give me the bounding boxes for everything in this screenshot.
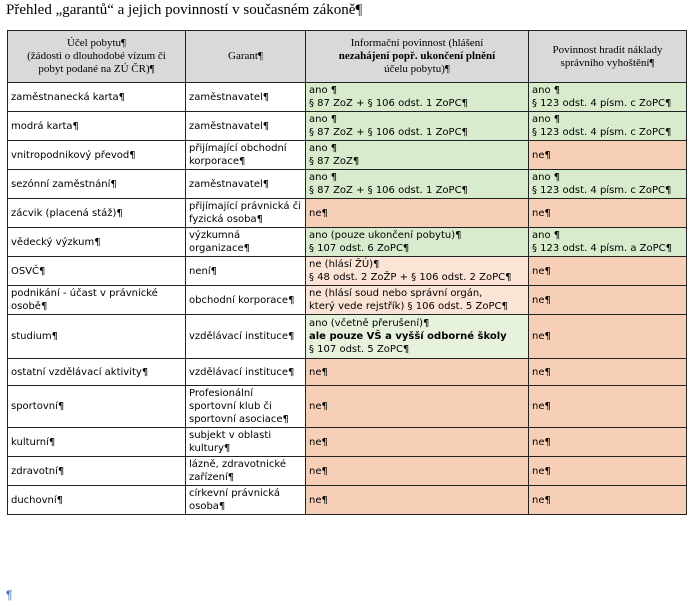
- cell-guarantor: zaměstnavatel¶: [185, 111, 306, 141]
- paragraph-mark: ¶: [6, 588, 13, 602]
- header-purpose: Účel pobytu¶ (žádosti o dlouhodobé vízum…: [7, 30, 186, 83]
- table-row: OSVČ¶ není¶ ne (hlásí ŽÚ)¶ § 48 odst. 2 ZoŽ…: [7, 256, 687, 286]
- cell-cost-duty: ano ¶ § 123 odst. 4 písm. c ZoPC¶: [528, 169, 687, 199]
- document-title: Přehled „garantů“ a jejich povinností v …: [6, 2, 363, 18]
- header-info-duty: Informační povinnost (hlášení nezahájení…: [305, 30, 529, 83]
- cell-purpose: kulturní¶: [7, 427, 186, 457]
- cell-purpose: sezónní zaměstnání¶: [7, 169, 186, 199]
- cell-purpose: zácvik (placená stáž)¶: [7, 198, 186, 228]
- cell-info-duty: ne (hlásí ŽÚ)¶ § 48 odst. 2 ZoŽP + § 106 …: [305, 256, 529, 286]
- guarantor-table: Účel pobytu¶ (žádosti o dlouhodobé vízum…: [7, 30, 687, 515]
- table-row: zaměstnanecká karta¶ zaměstnavatel¶ ano ¶ §…: [7, 82, 687, 112]
- cell-info-duty: ne¶: [305, 198, 529, 228]
- cell-purpose: sportovní¶: [7, 385, 186, 428]
- cell-info-duty: ne¶: [305, 385, 529, 428]
- cell-cost-duty: ne¶: [528, 140, 687, 170]
- header-guarantor: Garant¶: [185, 30, 306, 83]
- cell-cost-duty: ne¶: [528, 285, 687, 315]
- cell-cost-duty: ano ¶ § 123 odst. 4 písm. c ZoPC¶: [528, 111, 687, 141]
- table-row: zdravotní¶ lázně, zdravotnické zařízení¶ n…: [7, 456, 687, 486]
- header-cost-duty: Povinnost hradit náklady správního vyhoš…: [528, 30, 687, 83]
- cell-purpose: podnikání - účast v právnické osobě¶: [7, 285, 186, 315]
- cell-purpose: OSVČ¶: [7, 256, 186, 286]
- cell-guarantor: obchodní korporace¶: [185, 285, 306, 315]
- cell-guarantor: Profesionální sportovní klub či sportovn…: [185, 385, 306, 428]
- cell-info-duty: ano ¶ § 87 ZoZ¶: [305, 140, 529, 170]
- table-row: studium¶ vzdělávací instituce¶ ano (včetně…: [7, 314, 687, 359]
- cell-guarantor: vzdělávací instituce¶: [185, 314, 306, 359]
- cell-info-duty: ano (včetně přerušení)¶ ale pouze VŠ a vy…: [305, 314, 529, 359]
- cell-guarantor: přijímající obchodní korporace¶: [185, 140, 306, 170]
- cell-cost-duty: ne¶: [528, 385, 687, 428]
- cell-info-duty: ne¶: [305, 485, 529, 515]
- cell-guarantor: není¶: [185, 256, 306, 286]
- cell-cost-duty: ano ¶ § 123 odst. 4 písm. c ZoPC¶: [528, 82, 687, 112]
- cell-guarantor: zaměstnavatel¶: [185, 82, 306, 112]
- cell-guarantor: zaměstnavatel¶: [185, 169, 306, 199]
- cell-cost-duty: ne¶: [528, 198, 687, 228]
- cell-purpose: vědecký výzkum¶: [7, 227, 186, 257]
- cell-guarantor: přijímající právnická či fyzická osoba¶: [185, 198, 306, 228]
- header-row: Účel pobytu¶ (žádosti o dlouhodobé vízum…: [7, 30, 687, 83]
- cell-guarantor: subjekt v oblasti kultury¶: [185, 427, 306, 457]
- table-row: sportovní¶ Profesionální sportovní klub č…: [7, 385, 687, 428]
- table-row: zácvik (placená stáž)¶ přijímající právni…: [7, 198, 687, 228]
- cell-purpose: modrá karta¶: [7, 111, 186, 141]
- cell-guarantor: výzkumná organizace¶: [185, 227, 306, 257]
- cell-purpose: ostatní vzdělávací aktivity¶: [7, 358, 186, 386]
- cell-cost-duty: ne¶: [528, 314, 687, 359]
- cell-info-duty: ano ¶ § 87 ZoZ + § 106 odst. 1 ZoPC¶: [305, 111, 529, 141]
- table-row: vnitropodnikový převod¶ přijímající obcho…: [7, 140, 687, 170]
- cell-purpose: zdravotní¶: [7, 456, 186, 486]
- table-row: vědecký výzkum¶ výzkumná organizace¶ ano (…: [7, 227, 687, 257]
- cell-info-duty: ne¶: [305, 358, 529, 386]
- table-row: kulturní¶ subjekt v oblasti kultury¶ ne¶ ne…: [7, 427, 687, 457]
- cell-purpose: vnitropodnikový převod¶: [7, 140, 186, 170]
- cell-purpose: zaměstnanecká karta¶: [7, 82, 186, 112]
- cell-purpose: studium¶: [7, 314, 186, 359]
- table-row: sezónní zaměstnání¶ zaměstnavatel¶ ano ¶ § …: [7, 169, 687, 199]
- cell-info-duty: ne¶: [305, 427, 529, 457]
- cell-info-duty: ano ¶ § 87 ZoZ + § 106 odst. 1 ZoPC¶: [305, 82, 529, 112]
- cell-info-duty: ne (hlásí soud nebo správní orgán, který …: [305, 285, 529, 315]
- table-row: podnikání - účast v právnické osobě¶ obch…: [7, 285, 687, 315]
- cell-info-duty: ne¶: [305, 456, 529, 486]
- cell-info-duty: ano ¶ § 87 ZoZ + § 106 odst. 1 ZoPC¶: [305, 169, 529, 199]
- table-row: ostatní vzdělávací aktivity¶ vzdělávací i…: [7, 358, 687, 386]
- table-row: duchovní¶ církevní právnická osoba¶ ne¶ ne¶: [7, 485, 687, 515]
- table-row: modrá karta¶ zaměstnavatel¶ ano ¶ § 87 ZoZ …: [7, 111, 687, 141]
- cell-info-duty: ano (pouze ukončení pobytu)¶ § 107 odst. …: [305, 227, 529, 257]
- cell-guarantor: lázně, zdravotnické zařízení¶: [185, 456, 306, 486]
- cell-purpose: duchovní¶: [7, 485, 186, 515]
- cell-cost-duty: ano ¶ § 123 odst. 4 písm. a ZoPC¶: [528, 227, 687, 257]
- cell-guarantor: vzdělávací instituce¶: [185, 358, 306, 386]
- cell-guarantor: církevní právnická osoba¶: [185, 485, 306, 515]
- cell-cost-duty: ne¶: [528, 358, 687, 386]
- cell-cost-duty: ne¶: [528, 256, 687, 286]
- cell-cost-duty: ne¶: [528, 485, 687, 515]
- cell-cost-duty: ne¶: [528, 456, 687, 486]
- cell-cost-duty: ne¶: [528, 427, 687, 457]
